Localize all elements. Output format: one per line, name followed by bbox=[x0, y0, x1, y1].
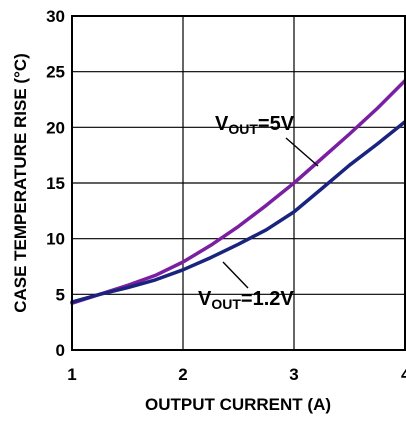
series-label-1-2v: VOUT=1.2V bbox=[198, 288, 294, 312]
y-tick-label-20: 20 bbox=[46, 118, 65, 137]
series-label-5v-v: V bbox=[215, 113, 229, 135]
y-tick-label-10: 10 bbox=[46, 230, 65, 249]
series-label-1-2v-v: V bbox=[198, 288, 212, 310]
x-tick-label-3: 3 bbox=[289, 365, 298, 384]
leader-line-1-2v-stroke bbox=[222, 261, 249, 289]
y-tick-label-25: 25 bbox=[46, 63, 65, 82]
x-tick-labels: 1 2 3 4 bbox=[67, 365, 406, 384]
leader-line-5v-stroke bbox=[285, 137, 319, 167]
x-tick-label-2: 2 bbox=[178, 365, 187, 384]
series-label-1-2v-rest: =1.2V bbox=[241, 288, 294, 310]
series-lines bbox=[70, 78, 406, 305]
plot-frame bbox=[71, 15, 406, 351]
y-tick-label-5: 5 bbox=[56, 285, 65, 304]
y-tick-label-0: 0 bbox=[56, 341, 65, 360]
y-tick-label-30: 30 bbox=[46, 7, 65, 26]
series-line-1-2v bbox=[70, 120, 406, 304]
x-axis-title: OUTPUT CURRENT (A) bbox=[145, 395, 331, 414]
grid-lines bbox=[72, 16, 405, 350]
y-axis-title: CASE TEMPERATURE RISE (°C) bbox=[11, 53, 30, 313]
series-label-1-2v-sub: OUT bbox=[211, 296, 241, 312]
series-line-5v bbox=[70, 78, 406, 305]
leader-line-1-2v bbox=[222, 261, 249, 289]
x-tick-label-1: 1 bbox=[67, 365, 76, 384]
series-label-5v: VOUT=5V bbox=[215, 113, 295, 137]
series-label-5v-rest: =5V bbox=[258, 113, 295, 135]
y-tick-labels: 0 5 10 15 20 25 30 bbox=[46, 7, 65, 360]
y-tick-label-15: 15 bbox=[46, 174, 65, 193]
leader-line-5v bbox=[285, 137, 319, 167]
series-label-5v-sub: OUT bbox=[228, 121, 258, 137]
x-tick-label-4: 4 bbox=[401, 365, 406, 384]
